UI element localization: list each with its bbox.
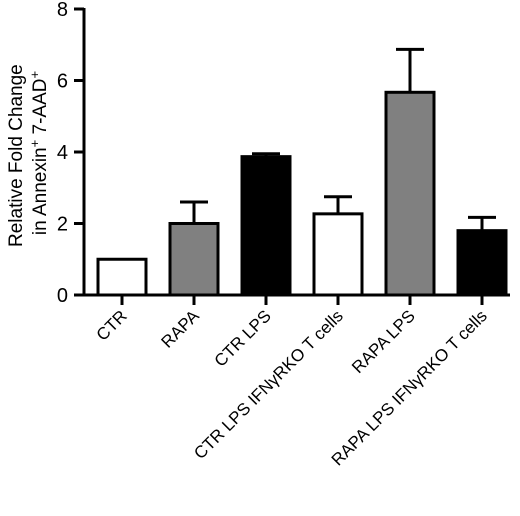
x-category-label-4: RAPA LPS: [348, 306, 419, 377]
y-tick-label-0: 0: [57, 285, 68, 307]
bar-1: [168, 222, 220, 297]
bar-5: [456, 229, 508, 297]
y-axis-title-sup1: +: [27, 140, 42, 148]
y-axis-title: Relative Fold Change in Annexin+ 7-AAD+: [6, 59, 51, 247]
y-axis-title-sup2: +: [27, 71, 42, 79]
bar-0: [96, 257, 148, 297]
axis-layer: [74, 7, 510, 305]
bars-layer: [96, 47, 508, 297]
y-tick-label-1: 2: [57, 214, 68, 236]
bar-4: [384, 90, 436, 297]
x-category-label-3: CTR LPS IFNγRKO T cells: [190, 306, 347, 463]
y-axis-title-line1: Relative Fold Change: [6, 64, 27, 247]
y-axis-title-annexin: in Annexin: [30, 147, 51, 235]
x-category-label-1: RAPA: [158, 306, 204, 352]
y-axis-title-line2: in Annexin+ 7-AAD+: [27, 71, 52, 235]
x-category-label-0: CTR: [93, 306, 131, 344]
y-tick-label-4: 8: [57, 0, 68, 21]
x-category-label-5: RAPA LPS IFNγRKO T cells: [328, 306, 491, 469]
bar-3: [312, 212, 364, 297]
y-axis-title-7aad: 7-AAD: [30, 79, 51, 140]
y-tick-label-2: 4: [57, 142, 68, 164]
y-tick-label-3: 6: [57, 71, 68, 93]
bar-2: [240, 155, 292, 297]
x-category-label-2: CTR LPS: [211, 306, 275, 370]
